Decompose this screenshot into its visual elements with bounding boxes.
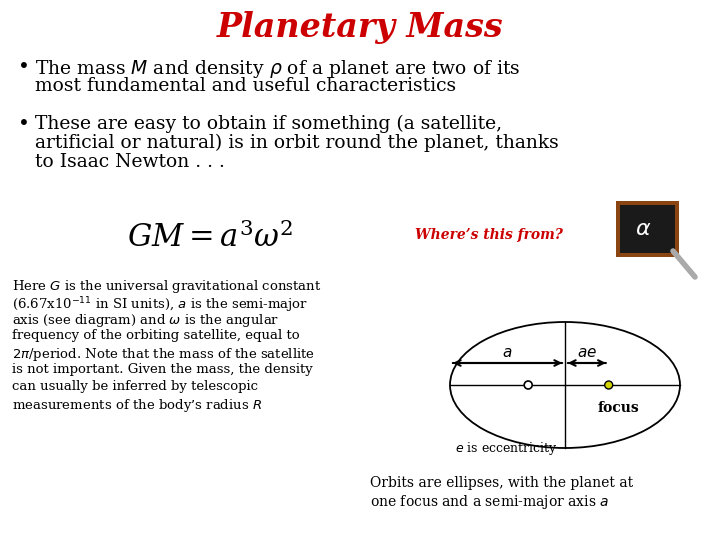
Text: one focus and a semi-major axis $a$: one focus and a semi-major axis $a$ (370, 493, 609, 511)
Text: •: • (18, 115, 30, 134)
Text: Where’s this from?: Where’s this from? (415, 228, 563, 242)
Text: measurements of the body’s radius $R$: measurements of the body’s radius $R$ (12, 397, 262, 414)
Text: $2\pi$/period. Note that the mass of the satellite: $2\pi$/period. Note that the mass of the… (12, 346, 315, 363)
Text: $e$ is eccentricity: $e$ is eccentricity (455, 440, 558, 457)
Text: is not important. Given the mass, the density: is not important. Given the mass, the de… (12, 363, 312, 376)
Text: most fundamental and useful characteristics: most fundamental and useful characterist… (35, 77, 456, 95)
Text: focus: focus (598, 401, 639, 415)
Text: Planetary Mass: Planetary Mass (217, 11, 503, 44)
Text: $\alpha$: $\alpha$ (635, 218, 652, 240)
Text: $GM = a^3\omega^2$: $GM = a^3\omega^2$ (127, 222, 293, 254)
Text: artificial or natural) is in orbit round the planet, thanks: artificial or natural) is in orbit round… (35, 134, 559, 152)
Text: These are easy to obtain if something (a satellite,: These are easy to obtain if something (a… (35, 115, 502, 133)
Text: can usually be inferred by telescopic: can usually be inferred by telescopic (12, 380, 258, 393)
Text: axis (see diagram) and $\omega$ is the angular: axis (see diagram) and $\omega$ is the a… (12, 312, 279, 329)
Text: Here $G$ is the universal gravitational constant: Here $G$ is the universal gravitational … (12, 278, 321, 295)
Text: $a$: $a$ (503, 346, 513, 360)
Circle shape (605, 381, 613, 389)
Text: $ae$: $ae$ (577, 346, 597, 360)
Text: (6.67x10$^{-11}$ in SI units), $a$ is the semi-major: (6.67x10$^{-11}$ in SI units), $a$ is th… (12, 295, 308, 315)
Circle shape (524, 381, 532, 389)
Bar (620, 205, 675, 253)
Text: The mass $M$ and density $\rho$ of a planet are two of its: The mass $M$ and density $\rho$ of a pla… (35, 58, 521, 80)
Text: •: • (18, 58, 30, 77)
Bar (616, 201, 679, 257)
Text: to Isaac Newton . . .: to Isaac Newton . . . (35, 153, 225, 171)
Text: Orbits are ellipses, with the planet at: Orbits are ellipses, with the planet at (370, 476, 633, 490)
Text: frequency of the orbiting satellite, equal to: frequency of the orbiting satellite, equ… (12, 329, 300, 342)
